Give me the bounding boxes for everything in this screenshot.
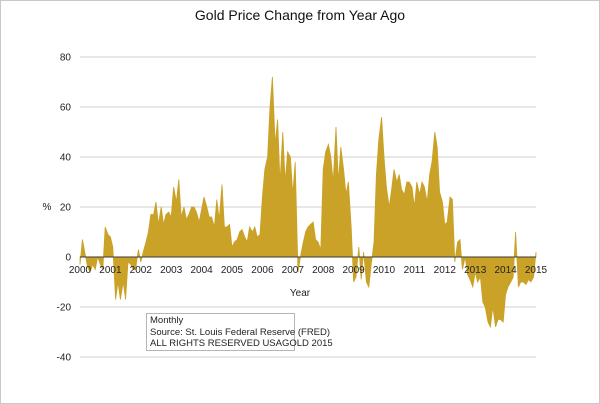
x-tick-label: 2011 [404,265,426,276]
x-tick-label: 2001 [99,265,122,276]
x-tick-label: 2010 [373,265,396,276]
x-tick-label: 2006 [251,265,274,276]
y-axis-label: % [43,202,52,213]
y-tick-label: 40 [60,153,72,164]
x-tick-label: 2009 [342,265,365,276]
source-annotation: Monthly Source: St. Louis Federal Reserv… [146,313,333,351]
x-tick-label: 2003 [160,265,183,276]
y-tick-labels: -40 -20 0 20 40 60 80 [57,53,72,364]
x-tick-label: 2004 [190,265,213,276]
x-tick-label: 2005 [221,265,244,276]
x-axis-label: Year [290,288,311,299]
series-area [79,76,537,329]
annotation-line-frequency: Monthly [150,315,184,326]
y-tick-label: 80 [60,53,72,64]
x-tick-label: 2014 [494,265,517,276]
y-tick-label: 60 [60,103,72,114]
x-tick-label: 2013 [464,265,487,276]
y-tick-label: -40 [57,353,72,364]
x-tick-label: 2002 [130,265,153,276]
y-tick-label: 20 [60,203,72,214]
annotation-line-rights: ALL RIGHTS RESERVED USAGOLD 2015 [150,338,333,349]
series-fill [79,76,537,329]
x-tick-label: 2000 [69,265,92,276]
x-tick-label: 2012 [434,265,457,276]
x-tick-label: 2015 [525,265,548,276]
annotation-line-source: Source: St. Louis Federal Reserve (FRED) [150,326,331,338]
y-tick-label: 0 [65,253,71,264]
x-tick-label: 2007 [282,265,305,276]
gridlines [80,56,536,358]
chart-title: Gold Price Change from Year Ago [195,7,405,23]
x-tick-labels: 2000 2001 2002 2003 2004 2005 2006 2007 2008 2009… [69,265,548,276]
x-tick-label: 2008 [312,265,335,276]
y-tick-label: -20 [57,303,72,314]
